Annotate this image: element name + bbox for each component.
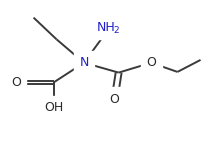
Text: NH: NH [97,21,116,34]
Text: O: O [11,76,21,89]
Text: O: O [109,93,119,106]
Text: O: O [146,56,156,69]
Text: OH: OH [44,101,63,114]
Text: N: N [79,56,89,69]
Text: 2: 2 [113,26,119,35]
